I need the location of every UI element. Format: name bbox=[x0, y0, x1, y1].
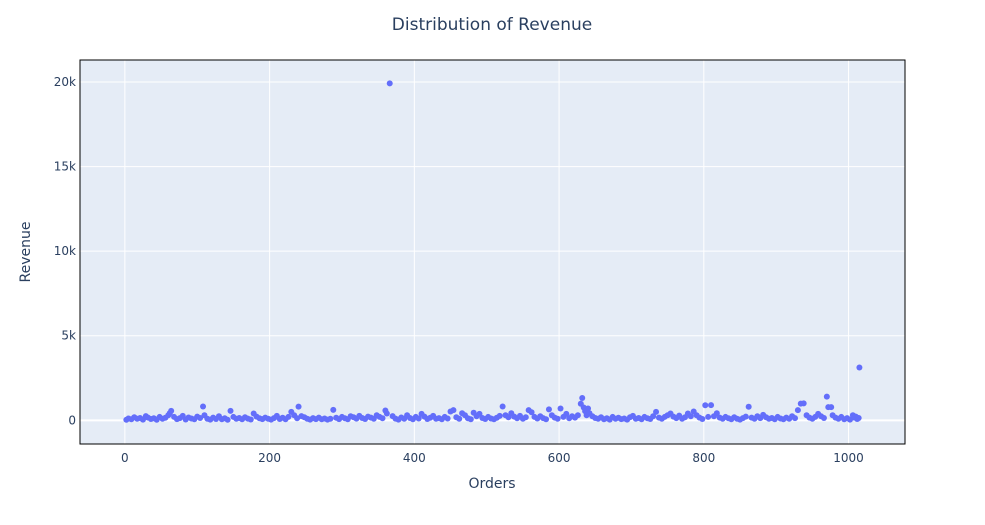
plot-area bbox=[80, 60, 905, 444]
data-point bbox=[713, 410, 720, 417]
data-point bbox=[745, 403, 752, 410]
data-point bbox=[499, 403, 506, 410]
data-point bbox=[855, 414, 862, 421]
data-point bbox=[708, 402, 715, 409]
data-point bbox=[687, 413, 694, 420]
data-point bbox=[585, 405, 592, 412]
data-point bbox=[699, 415, 706, 422]
plot-border bbox=[79, 59, 906, 445]
data-point bbox=[554, 415, 561, 422]
data-point bbox=[327, 415, 334, 422]
x-tick-label: 400 bbox=[403, 451, 426, 465]
data-point bbox=[557, 405, 564, 412]
data-point bbox=[792, 415, 798, 422]
x-tick-label: 200 bbox=[258, 451, 281, 465]
data-point bbox=[383, 410, 390, 417]
data-point bbox=[386, 80, 393, 87]
data-point bbox=[197, 414, 204, 421]
y-tick-label: 0 bbox=[68, 413, 76, 427]
x-axis-ticks: 0 200 400 600 800 1000 bbox=[121, 451, 864, 465]
x-tick-label: 0 bbox=[121, 451, 129, 465]
data-point bbox=[444, 415, 451, 422]
data-point bbox=[794, 407, 801, 414]
data-point bbox=[705, 413, 712, 420]
data-point bbox=[522, 414, 529, 421]
data-point bbox=[545, 406, 552, 413]
data-point bbox=[224, 416, 231, 423]
data-point bbox=[496, 412, 503, 419]
data-point bbox=[650, 413, 657, 420]
y-axis-title: Revenue bbox=[18, 222, 34, 283]
data-point bbox=[415, 415, 422, 422]
data-point bbox=[295, 403, 302, 410]
x-axis-title: Orders bbox=[468, 476, 515, 492]
x-tick-label: 600 bbox=[548, 451, 571, 465]
data-point bbox=[456, 415, 463, 422]
y-tick-label: 5k bbox=[61, 329, 76, 343]
data-point bbox=[528, 409, 535, 416]
data-point bbox=[574, 412, 581, 419]
data-point bbox=[579, 394, 586, 401]
y-tick-label: 10k bbox=[54, 244, 76, 258]
data-point bbox=[563, 410, 570, 417]
data-point bbox=[330, 406, 337, 413]
data-point bbox=[856, 364, 863, 371]
y-tick-label: 15k bbox=[54, 160, 76, 174]
data-point bbox=[820, 414, 827, 421]
data-point bbox=[227, 407, 234, 414]
data-point bbox=[450, 407, 457, 414]
data-point bbox=[742, 413, 749, 420]
data-point bbox=[800, 400, 807, 407]
x-tick-label: 800 bbox=[692, 451, 715, 465]
data-points bbox=[123, 80, 863, 423]
data-point bbox=[653, 408, 660, 415]
data-point bbox=[543, 416, 550, 423]
data-point bbox=[823, 393, 830, 400]
data-point bbox=[828, 404, 835, 411]
x-tick-label: 1000 bbox=[833, 451, 864, 465]
data-point bbox=[379, 415, 386, 422]
data-point bbox=[467, 416, 474, 423]
chart-title: Distribution of Revenue bbox=[392, 15, 592, 35]
data-point bbox=[285, 413, 292, 420]
y-tick-label: 20k bbox=[54, 75, 76, 89]
data-point bbox=[702, 402, 709, 409]
y-axis-ticks: 0 5k 10k 15k 20k bbox=[54, 75, 76, 427]
data-point bbox=[247, 416, 254, 423]
data-point bbox=[200, 403, 207, 410]
gridlines bbox=[80, 60, 905, 444]
data-point bbox=[168, 407, 175, 414]
